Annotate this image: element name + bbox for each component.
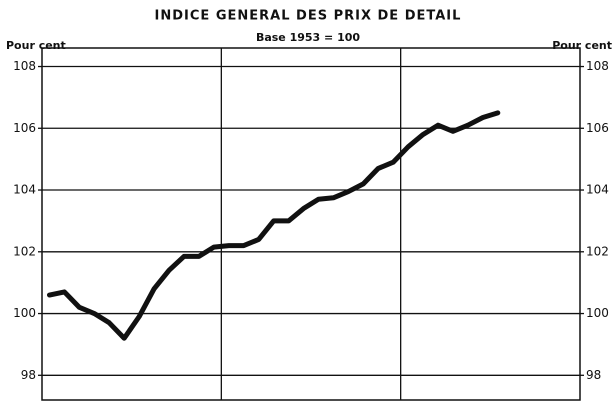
y2-tick-label: 98 (586, 368, 601, 382)
y-tick-label: 106 (13, 121, 36, 135)
y2-tick-label: 100 (586, 306, 609, 320)
y-tick-label: 108 (13, 59, 36, 73)
y-tick-label: 102 (13, 244, 36, 258)
chart-title: INDICE GENERAL DES PRIX DE DETAIL (155, 9, 462, 24)
y-axis-label: Pour cent (6, 39, 66, 52)
y-tick-label: 104 (13, 183, 36, 197)
y2-axis-label: Pour cent (552, 39, 612, 52)
plot-frame (41, 47, 581, 401)
y-tick-label: 100 (13, 306, 36, 320)
y2-tick-label: 108 (586, 59, 609, 73)
chart-subtitle: Base 1953 = 100 (256, 31, 360, 44)
y2-tick-label: 104 (586, 183, 609, 197)
y2-tick-label: 102 (586, 244, 609, 258)
y2-tick-label: 106 (586, 121, 609, 135)
data-line (46, 110, 501, 341)
y-tick-label: 98 (21, 368, 36, 382)
